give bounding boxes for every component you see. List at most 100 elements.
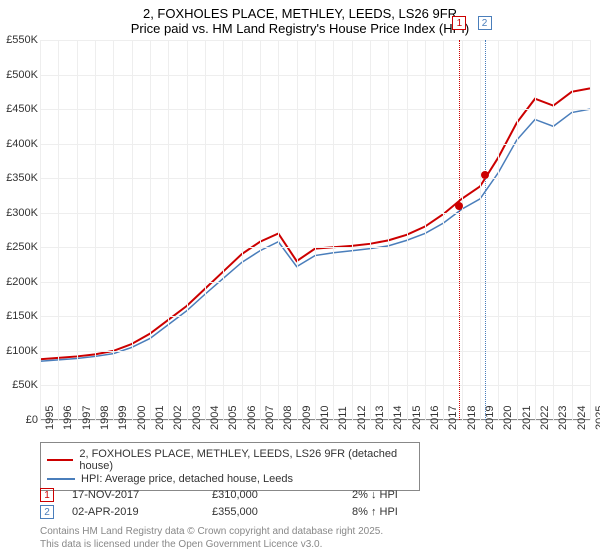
- data-point: [481, 171, 489, 179]
- x-tick-label: 2017: [447, 406, 459, 430]
- x-tick-label: 2021: [521, 406, 533, 430]
- data-point: [455, 202, 463, 210]
- x-tick-label: 2024: [576, 406, 588, 430]
- x-tick-label: 2005: [227, 406, 239, 430]
- gridline-v: [113, 40, 114, 420]
- x-tick-label: 2023: [557, 406, 569, 430]
- gridline-v: [498, 40, 499, 420]
- x-tick-label: 1996: [62, 406, 74, 430]
- x-tick-label: 2016: [429, 406, 441, 430]
- x-tick-label: 2011: [337, 406, 349, 430]
- y-tick-label: £400K: [0, 138, 38, 150]
- legend-row: HPI: Average price, detached house, Leed…: [47, 473, 413, 485]
- row-date: 02-APR-2019: [72, 506, 212, 518]
- y-tick-label: £0: [0, 414, 38, 426]
- x-tick-label: 2022: [539, 406, 551, 430]
- gridline-v: [572, 40, 573, 420]
- x-tick-label: 2010: [319, 406, 331, 430]
- row-delta: 2% ↓ HPI: [352, 489, 492, 501]
- gridline-v: [462, 40, 463, 420]
- gridline-v: [517, 40, 518, 420]
- gridline-v: [242, 40, 243, 420]
- legend-swatch: [47, 478, 75, 480]
- x-tick-label: 1998: [99, 406, 111, 430]
- y-tick-label: £350K: [0, 172, 38, 184]
- gridline-v: [95, 40, 96, 420]
- x-tick-label: 2003: [191, 406, 203, 430]
- y-tick-label: £250K: [0, 241, 38, 253]
- marker-line: [485, 40, 486, 420]
- gridline-v: [443, 40, 444, 420]
- gridline-v: [388, 40, 389, 420]
- x-tick-label: 2025: [594, 406, 600, 430]
- x-tick-label: 1995: [44, 406, 56, 430]
- gridline-v: [205, 40, 206, 420]
- gridline-v: [425, 40, 426, 420]
- legend-row: 2, FOXHOLES PLACE, METHLEY, LEEDS, LS26 …: [47, 448, 413, 472]
- legend-label: HPI: Average price, detached house, Leed…: [81, 473, 293, 485]
- footer-line-2: This data is licensed under the Open Gov…: [40, 538, 383, 551]
- x-tick-label: 2002: [172, 406, 184, 430]
- row-marker-icon: 1: [40, 488, 54, 502]
- x-tick-label: 2008: [282, 406, 294, 430]
- transaction-table: 117-NOV-2017£310,0002% ↓ HPI 2 02-APR-2019…: [40, 485, 492, 522]
- chart-area: £0£50K£100K£150K£200K£250K£300K£350K£400…: [40, 40, 590, 420]
- y-tick-label: £50K: [0, 379, 38, 391]
- row-price: £310,000: [212, 489, 352, 501]
- gridline-v: [370, 40, 371, 420]
- gridline-v: [278, 40, 279, 420]
- x-tick-label: 2014: [392, 406, 404, 430]
- x-tick-label: 1999: [117, 406, 129, 430]
- x-tick-label: 2015: [411, 406, 423, 430]
- footer-attribution: Contains HM Land Registry data © Crown c…: [40, 525, 383, 551]
- gridline-v: [315, 40, 316, 420]
- gridline-v: [132, 40, 133, 420]
- gridline-v: [40, 40, 41, 420]
- title-line-1: 2, FOXHOLES PLACE, METHLEY, LEEDS, LS26 …: [0, 6, 600, 21]
- legend-swatch: [47, 459, 73, 461]
- marker-line: [459, 40, 460, 420]
- gridline-v: [168, 40, 169, 420]
- row-delta: 8% ↑ HPI: [352, 506, 492, 518]
- x-tick-label: 2006: [246, 406, 258, 430]
- table-row: 117-NOV-2017£310,0002% ↓ HPI: [40, 488, 492, 502]
- table-row: 2 02-APR-2019£355,0008% ↑ HPI: [40, 505, 492, 519]
- legend-box: 2, FOXHOLES PLACE, METHLEY, LEEDS, LS26 …: [40, 442, 420, 491]
- gridline-v: [590, 40, 591, 420]
- gridline-v: [352, 40, 353, 420]
- gridline-v: [333, 40, 334, 420]
- row-price: £355,000: [212, 506, 352, 518]
- y-tick-label: £500K: [0, 69, 38, 81]
- gridline-v: [535, 40, 536, 420]
- row-marker-icon: 2: [40, 505, 54, 519]
- x-tick-label: 2000: [136, 406, 148, 430]
- y-tick-label: £550K: [0, 34, 38, 46]
- gridline-v: [150, 40, 151, 420]
- gridline-v: [260, 40, 261, 420]
- gridline-v: [407, 40, 408, 420]
- x-tick-label: 2004: [209, 406, 221, 430]
- x-tick-label: 2019: [484, 406, 496, 430]
- title-line-2: Price paid vs. HM Land Registry's House …: [0, 21, 600, 36]
- legend-label: 2, FOXHOLES PLACE, METHLEY, LEEDS, LS26 …: [79, 448, 413, 472]
- gridline-v: [58, 40, 59, 420]
- chart-title-block: 2, FOXHOLES PLACE, METHLEY, LEEDS, LS26 …: [0, 0, 600, 38]
- x-tick-label: 2007: [264, 406, 276, 430]
- y-tick-label: £450K: [0, 103, 38, 115]
- y-tick-label: £200K: [0, 276, 38, 288]
- x-tick-label: 2012: [356, 406, 368, 430]
- x-tick-label: 2018: [466, 406, 478, 430]
- x-tick-label: 2020: [502, 406, 514, 430]
- gridline-v: [77, 40, 78, 420]
- plot-region: £0£50K£100K£150K£200K£250K£300K£350K£400…: [40, 40, 590, 420]
- gridline-v: [297, 40, 298, 420]
- x-tick-label: 1997: [81, 406, 93, 430]
- y-tick-label: £100K: [0, 345, 38, 357]
- gridline-v: [480, 40, 481, 420]
- gridline-v: [223, 40, 224, 420]
- x-tick-label: 2009: [301, 406, 313, 430]
- y-tick-label: £300K: [0, 207, 38, 219]
- x-tick-label: 2013: [374, 406, 386, 430]
- x-tick-label: 2001: [154, 406, 166, 430]
- marker-box: 1: [452, 16, 466, 30]
